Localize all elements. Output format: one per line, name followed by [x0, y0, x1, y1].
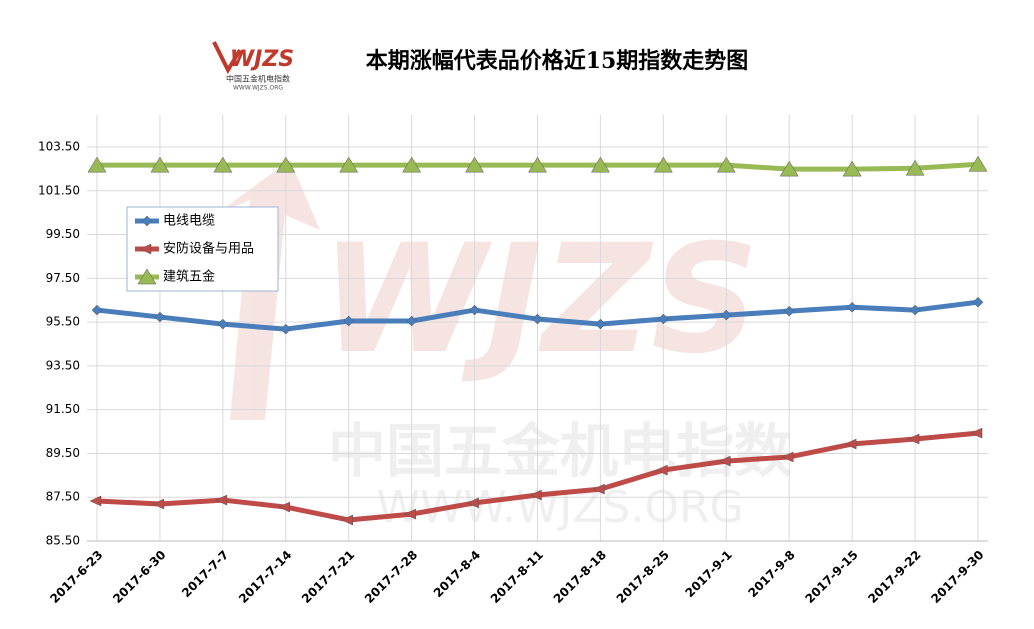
marker [590, 156, 610, 173]
watermark-name: WJZS [321, 213, 759, 387]
marker [905, 159, 925, 176]
logo-url: WWW.WJZS.ORG [233, 85, 283, 92]
marker [907, 433, 920, 445]
y-tick-label: 99.50 [46, 227, 80, 241]
marker [718, 455, 731, 467]
marker [653, 156, 673, 173]
logo-subtitle: 中国五金机电指数 [226, 74, 290, 84]
marker [466, 497, 479, 509]
marker [592, 483, 605, 495]
watermark-subtitle: 中国五金机电指数 [328, 417, 792, 485]
marker [89, 495, 102, 507]
x-tick-label: 2017-7-7 [179, 548, 231, 600]
x-tick-label: 2017-9-22 [865, 548, 923, 606]
marker [968, 155, 988, 172]
marker [469, 304, 480, 316]
x-tick-label: 2017-8-4 [431, 548, 483, 600]
marker [783, 305, 795, 317]
x-tick-label: 2017-7-28 [362, 548, 420, 606]
marker [658, 313, 669, 325]
legend-label: 建筑五金 [163, 269, 215, 285]
y-tick-label: 97.50 [46, 271, 80, 285]
legend-marker [137, 268, 157, 285]
marker [846, 301, 858, 313]
y-tick-label: 89.50 [46, 446, 80, 460]
x-tick-label: 2017-6-23 [47, 548, 105, 606]
marker [152, 498, 165, 510]
marker [970, 427, 983, 439]
marker [87, 156, 107, 173]
x-tick-label: 2017-7-21 [299, 548, 357, 606]
chart-title: 本期涨幅代表品价格近15期指数走势图 [366, 48, 749, 74]
x-tick-label: 2017-9-15 [802, 548, 860, 606]
marker [404, 508, 416, 520]
logo-name: WJZS [230, 47, 294, 72]
legend-marker [141, 215, 153, 227]
marker [529, 489, 542, 501]
marker [215, 494, 228, 506]
marker [217, 318, 229, 330]
marker [213, 156, 233, 173]
y-tick-label: 103.50 [38, 140, 80, 154]
x-tick-label: 2017-9-8 [745, 548, 797, 600]
watermark: WJZS 中国五金机电指数 WWW.WJZS.ORG [215, 160, 792, 533]
marker [779, 160, 799, 177]
marker [844, 438, 857, 450]
marker [280, 323, 292, 335]
marker [465, 156, 485, 173]
x-tick-label: 2017-8-18 [551, 548, 609, 606]
legend-marker [139, 243, 152, 255]
y-tick-label: 95.50 [46, 315, 80, 329]
x-tick-label: 2017-8-25 [614, 548, 672, 606]
y-tick-label: 85.50 [46, 534, 80, 548]
legend-label: 安防设备与用品 [163, 241, 254, 257]
x-tick-label: 2017-7-14 [236, 548, 294, 606]
marker [595, 318, 606, 330]
marker [91, 304, 103, 316]
marker [276, 156, 296, 173]
marker [532, 313, 543, 325]
marker [972, 296, 984, 308]
marker [655, 464, 668, 476]
y-tick-label: 93.50 [46, 358, 80, 372]
marker [528, 156, 547, 173]
marker [154, 311, 166, 323]
watermark-url: WWW.WJZS.ORG [376, 482, 743, 533]
x-tick-label: 2017-8-11 [488, 548, 546, 606]
marker [406, 315, 417, 327]
y-tick-label: 91.50 [46, 402, 80, 416]
marker [339, 156, 359, 173]
marker [402, 156, 422, 173]
marker [909, 304, 921, 316]
marker [842, 160, 862, 177]
x-tick-label: 2017-9-1 [683, 548, 735, 600]
y-tick-label: 101.50 [38, 183, 80, 197]
marker [341, 514, 353, 526]
x-tick-label: 2017-6-30 [110, 548, 168, 606]
marker [343, 315, 355, 327]
x-tick-label: 2017-9-30 [928, 548, 986, 606]
marker [720, 309, 732, 321]
y-tick-label: 87.50 [46, 490, 80, 504]
marker [278, 501, 291, 513]
marker [781, 451, 794, 463]
legend-label: 电线电缆 [163, 213, 215, 229]
marker [716, 156, 736, 173]
marker [150, 156, 170, 173]
logo: WJZS 中国五金机电指数 WWW.WJZS.ORG [212, 41, 294, 92]
